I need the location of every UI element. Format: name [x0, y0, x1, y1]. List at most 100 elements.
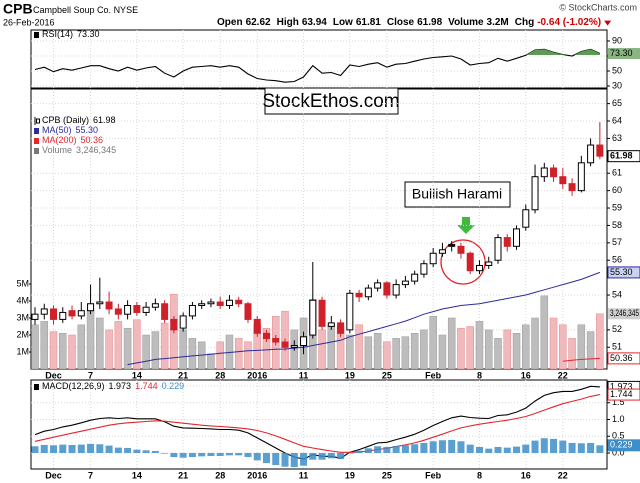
histogram-bar — [337, 452, 345, 460]
volume-bar — [31, 324, 39, 369]
x-tick-label: 28 — [215, 370, 225, 380]
macd-panel — [30, 379, 608, 470]
quote-value: 61.98 — [417, 17, 442, 28]
volume-bar — [133, 319, 141, 369]
value-tag-label: 55.30 — [610, 267, 633, 277]
quote-value: -0.64 (-1.02%) — [537, 17, 601, 28]
volume-bar — [531, 317, 539, 369]
candle-body — [475, 264, 483, 272]
legend-swatch — [34, 128, 39, 134]
volume-bar — [142, 334, 150, 369]
x-tick-label: 14 — [132, 370, 142, 380]
volume-bar — [383, 341, 391, 369]
y-tick-label: 57 — [612, 237, 622, 247]
candle-body — [216, 301, 224, 306]
x-tick-label: 22 — [558, 470, 568, 480]
y-tick-label: 61 — [612, 168, 622, 178]
change-arrow — [604, 20, 612, 26]
candle-body — [225, 299, 233, 306]
volume-bar — [466, 326, 474, 369]
histogram-bar — [355, 450, 363, 453]
volume-bar — [586, 331, 595, 369]
volume-bar — [373, 333, 382, 369]
series-line — [34, 385, 600, 460]
volume-tick-label: 2M — [16, 329, 29, 339]
value-tag — [608, 308, 640, 320]
legend-text: Volume — [42, 145, 72, 155]
histogram-bar — [318, 452, 326, 460]
histogram-bar — [179, 452, 187, 458]
x-tick-label: 21 — [178, 470, 188, 480]
legend-text: 55.30 — [76, 125, 99, 135]
legend-text: CPB (Daily) — [42, 115, 89, 125]
candle-body — [568, 183, 576, 192]
volume-bar — [327, 324, 336, 369]
candle-body — [188, 304, 196, 317]
candle-body — [485, 261, 493, 266]
volume-bar — [207, 353, 215, 369]
symbol: CPB — [3, 1, 33, 17]
overbought-group — [526, 49, 600, 55]
y-tick-label: 54 — [612, 289, 622, 299]
volume-bar — [494, 338, 502, 369]
x-tick-label: 14 — [132, 470, 142, 480]
candle-body — [59, 311, 67, 320]
legend-entry: MA(50) 55.30 — [42, 125, 98, 135]
x-tick-label: 8 — [477, 470, 482, 480]
volume-bar — [596, 313, 604, 369]
histogram-bar — [151, 450, 159, 453]
histogram-bar — [550, 438, 558, 453]
volume-bar — [346, 334, 354, 369]
x-tick-label: 19 — [345, 370, 355, 380]
legend-candle-icon — [34, 117, 40, 125]
histogram-bar — [216, 452, 224, 457]
histogram-bar — [559, 440, 567, 453]
histogram-bar — [124, 447, 132, 453]
y-tick-label: 90 — [612, 35, 622, 45]
series-line — [34, 394, 601, 453]
histogram-bar — [188, 452, 196, 458]
candle-body — [540, 167, 548, 178]
volume-bar — [577, 324, 586, 369]
histogram-bar — [59, 444, 67, 453]
histogram-bar — [50, 445, 58, 453]
histogram-bar — [457, 441, 465, 453]
y-tick-label: 56 — [612, 255, 622, 265]
y-tick-label: 52 — [612, 324, 622, 334]
x-tick-label: Dec — [45, 370, 62, 380]
x-tick-label: 25 — [382, 370, 392, 380]
candle-body — [374, 282, 382, 289]
volume-bar — [420, 329, 428, 369]
histogram-bar — [235, 452, 243, 456]
value-tag-label: 50.36 — [610, 353, 633, 363]
volume-bar — [188, 338, 197, 369]
moving-average — [562, 357, 600, 362]
candle-body — [550, 167, 558, 178]
legend-value: 61.98 — [93, 115, 116, 125]
volume-bar — [484, 329, 493, 369]
x-tick-label: 16 — [521, 470, 531, 480]
panel-plot — [31, 122, 604, 369]
candle-body — [318, 299, 326, 327]
volume-bar — [244, 341, 252, 369]
histogram-bar — [133, 449, 141, 453]
y-tick-label: 58 — [612, 220, 622, 230]
histogram-bar — [577, 443, 585, 453]
volume-bar — [160, 322, 169, 369]
candle-body — [272, 338, 280, 343]
candle-body — [142, 306, 150, 313]
value-tag — [607, 352, 640, 365]
highlight-circle — [440, 239, 486, 285]
legend-text: 3,246,345 — [76, 145, 116, 155]
candle-body — [346, 292, 354, 331]
histogram-bar — [309, 452, 317, 460]
volume-bar — [401, 336, 410, 369]
candle-body — [494, 237, 502, 261]
volume-bar — [123, 327, 132, 369]
histogram-bar — [346, 452, 354, 454]
histogram-bar — [364, 448, 372, 453]
quote-label: Low — [333, 17, 353, 28]
y-tick-label: 59 — [612, 202, 622, 212]
histogram-bar — [503, 447, 511, 453]
histogram-bar — [31, 446, 39, 453]
